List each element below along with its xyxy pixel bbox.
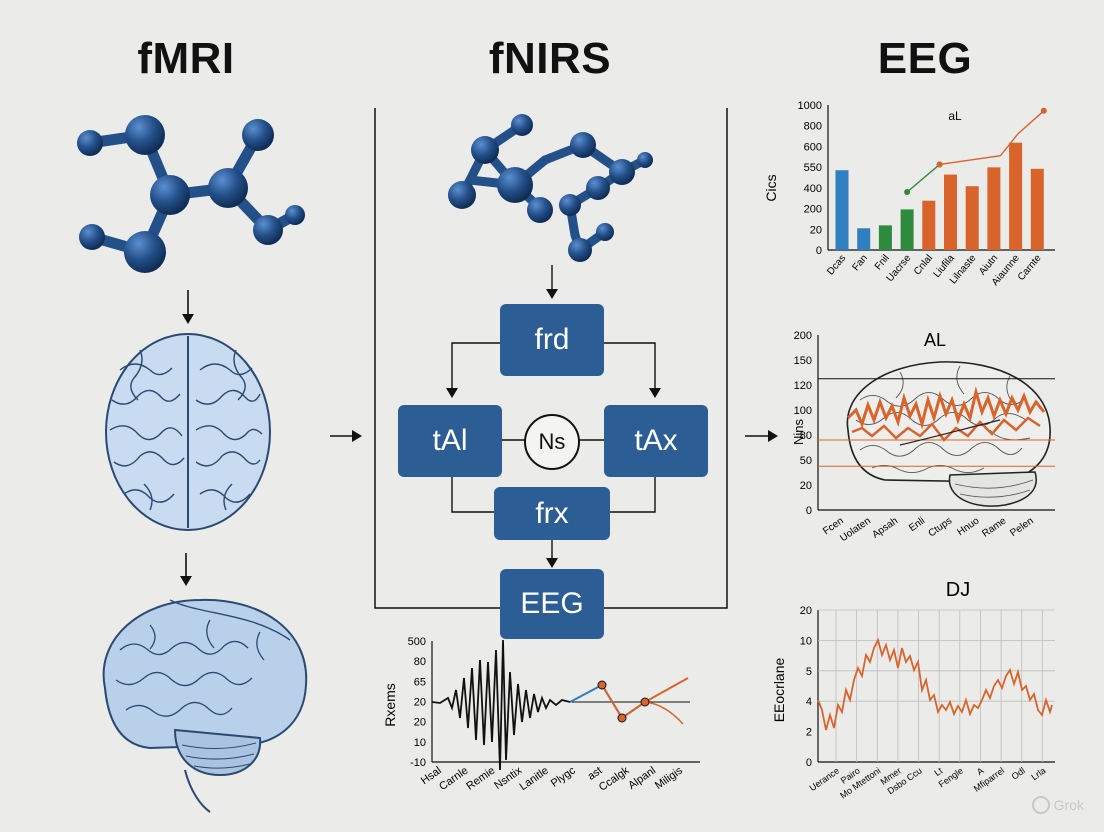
title-eeg: EEG [877,34,973,83]
y-tick-label: 0 [806,505,812,517]
x-tick-label: Apsah [870,515,900,540]
y-tick-label: 600 [804,141,822,153]
brain-side-icon [102,598,308,813]
flow-box-left: tAl [398,405,502,477]
y-tick-label: 20 [414,697,426,709]
y-tick-label: 80 [800,430,812,442]
series-point [904,189,911,195]
y-tick-label: 10 [800,635,812,647]
x-tick-label: Lrla [1029,765,1047,782]
molecule-icon [77,115,305,273]
bar [1030,168,1044,250]
x-tick-label: Ctups [927,515,955,539]
x-tick-label: Hnuo [955,515,981,538]
y-tick-label: 800 [804,121,822,133]
y-tick-label: 2 [806,727,812,739]
eeg-trace [817,637,1053,731]
bar [922,200,936,250]
x-tick-label: Uacrse [885,253,914,285]
y-tick-label: -10 [410,757,426,769]
watermark-text: Grok [1053,797,1084,813]
y-tick-label: 20 [800,605,812,617]
y-tick-label: 1000 [798,100,822,112]
arrow-down-icon [180,553,192,586]
series-point [936,161,943,168]
y-tick-label: 200 [804,204,822,216]
y-tick-label: 150 [794,355,812,367]
arrow-right-icon [745,430,778,442]
chart-title: aL [948,109,962,123]
bar [835,170,849,250]
chart-title: DJ [946,579,970,601]
brain-top-icon [105,333,271,531]
x-tick-label: Fan [850,253,870,273]
series-line [939,110,1045,166]
x-tick-label: Uerance [808,765,842,793]
y-axis-label: Cics [763,174,779,201]
grok-logo-icon [1031,796,1050,814]
y-tick-label: 65 [414,676,426,688]
arrow-right-icon [330,430,362,442]
series-point [1040,107,1047,114]
x-tick-label: A [975,765,986,777]
watermark: Grok [1031,796,1084,814]
title-fnirs: fNIRS [488,34,612,83]
y-axis-label: EEocrlane [771,657,787,722]
y-tick-label: 4 [806,696,812,708]
x-tick-label: Rame [980,515,1009,540]
eeg-waveform [431,639,571,771]
y-tick-label: 500 [408,636,426,648]
y-tick-label: 550 [804,162,822,174]
arrow-down-icon [182,290,194,324]
x-tick-label: Odl [1010,765,1027,781]
flow-box-lower: frx [494,487,610,540]
flow-box-bottom: EEG [500,569,604,639]
flow-connectors [446,265,661,568]
frame-left [374,108,500,609]
signal-trace [846,386,1046,430]
y-tick-label: 20 [414,717,426,729]
y-tick-label: 0 [816,245,822,257]
bar [900,209,914,250]
x-tick-label: Carnte [1016,253,1044,283]
y-tick-label: 5 [806,666,812,678]
y-tick-label: 200 [794,330,812,342]
y-tick-label: 80 [414,656,426,668]
flow-box-right: tAx [604,405,708,477]
title-fmri: fMRI [137,34,235,83]
y-tick-label: 0 [806,757,812,769]
flow-box-top: frd [500,304,604,376]
y-tick-label: 10 [414,737,426,749]
y-axis-label: Nins [791,419,806,446]
bar [943,174,958,250]
chart-title: AL [924,330,946,350]
y-tick-label: 20 [800,480,812,492]
y-axis-label: Rxems [382,683,398,727]
bar [857,228,871,250]
y-tick-label: 50 [800,455,812,467]
y-tick-label: 20 [810,224,822,236]
bar [965,186,979,250]
x-tick-label: Dcas [825,253,848,278]
bar [1009,142,1023,250]
x-tick-label: Fnil [873,253,892,272]
x-tick-label: Enli [907,515,927,534]
frame-right [604,108,728,609]
molecule-icon [448,114,653,262]
y-tick-label: 100 [794,405,812,417]
x-tick-label: Uolaten [838,515,873,544]
flow-node-center: Ns [524,414,580,470]
series-line [906,163,941,193]
y-tick-label: 400 [804,183,822,195]
x-tick-label: Pelen [1008,515,1035,539]
bar [878,225,892,250]
y-tick-label: 120 [794,380,812,392]
bar [987,167,1001,250]
